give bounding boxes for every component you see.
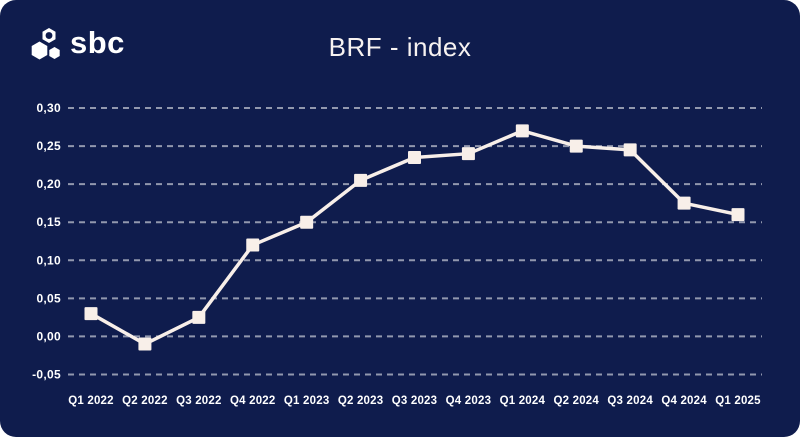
data-point-marker	[731, 208, 745, 222]
x-tick-label: Q3 2022	[176, 395, 222, 407]
x-tick-label: Q3 2023	[392, 395, 438, 407]
x-tick-label: Q1 2022	[68, 395, 114, 407]
y-tick-label: 0,00	[36, 329, 61, 343]
gridlines-group	[68, 107, 762, 376]
y-tick-label: 0,20	[36, 177, 61, 191]
y-tick-label: 0,15	[36, 215, 61, 229]
x-tick-label: Q4 2022	[230, 395, 276, 407]
sbc-logo-icon	[31, 28, 60, 60]
x-tick-label: Q4 2024	[661, 395, 707, 407]
card-header: sbc BRF - index	[0, 0, 800, 80]
y-tick-label: 0,30	[36, 101, 61, 115]
x-axis-labels-group: Q1 2022 Q2 2022 Q3 2022 Q4 2022 Q1 2023 Q2 20…	[68, 395, 761, 407]
data-point-marker	[192, 310, 206, 324]
data-point-marker	[677, 196, 691, 210]
x-tick-label: Q1 2024	[500, 395, 546, 407]
sbc-logo-text: sbc	[70, 24, 125, 60]
x-tick-label: Q3 2024	[607, 395, 653, 407]
x-tick-label: Q2 2022	[122, 395, 168, 407]
data-point-marker	[569, 139, 583, 153]
data-point-marker	[408, 150, 421, 164]
x-tick-label: Q4 2023	[446, 395, 492, 407]
data-point-marker	[138, 337, 152, 351]
data-point-marker	[246, 238, 260, 252]
x-tick-label: Q1 2023	[284, 395, 330, 407]
chart-title: BRF - index	[328, 32, 472, 62]
data-point-marker	[354, 173, 368, 187]
series-group	[84, 124, 745, 351]
data-point-marker	[300, 215, 314, 229]
x-tick-label: Q1 2025	[715, 395, 761, 407]
x-tick-label: Q2 2024	[553, 395, 599, 407]
data-point-marker	[84, 307, 98, 321]
y-tick-label: 0,10	[36, 253, 61, 267]
data-point-marker	[461, 147, 475, 161]
data-point-marker	[623, 143, 637, 157]
y-axis-labels-group: 0,30 0,25 0,20 0,15 0,10 0,05 0,00 -0,05	[32, 101, 61, 382]
x-tick-label: Q2 2023	[338, 395, 384, 407]
y-tick-label: -0,05	[32, 368, 61, 382]
sbc-logo: sbc	[30, 26, 125, 62]
y-tick-label: 0,25	[36, 139, 61, 153]
y-tick-label: 0,05	[36, 291, 61, 305]
data-point-marker	[515, 124, 529, 138]
